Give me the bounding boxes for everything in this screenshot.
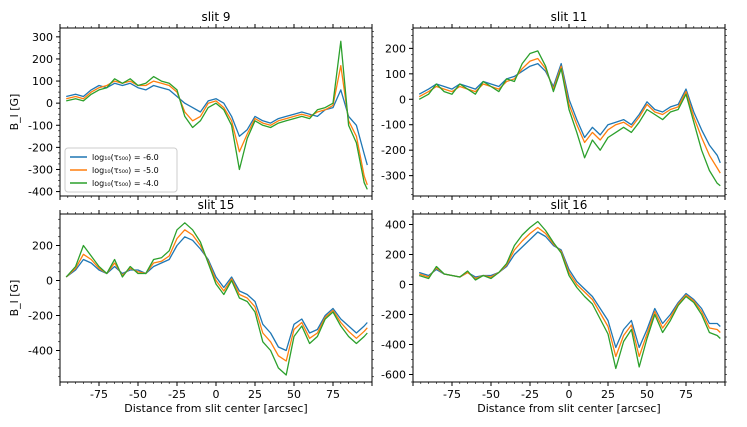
x-tick-label: -50: [129, 388, 147, 401]
plot-marks: 200 0 -200 -400 -75 -50 -25 0 25 50 75: [28, 210, 374, 401]
series-line-1: [66, 82, 368, 166]
series-line-3: [66, 40, 368, 190]
plot-frame: [412, 213, 726, 383]
x-tick-label: 75: [679, 388, 693, 401]
x-tick-label: 25: [601, 388, 615, 401]
panel-slit-9: slit 9 300 200 100 0 -100 -200 -300 -400 B_l [G…: [8, 10, 374, 200]
y-tick-label: 400: [385, 219, 406, 232]
y-tick-label: 0: [399, 279, 406, 292]
legend-label: log₁₀(τ₅₀₀) = -6.0: [92, 153, 159, 162]
legend-label: log₁₀(τ₅₀₀) = -4.0: [92, 179, 159, 188]
series-line-1: [418, 62, 721, 164]
y-tick-label: 0: [46, 275, 53, 288]
legend-box: [64, 147, 178, 193]
y-tick-label: 0: [46, 97, 53, 110]
panel-title: slit 9: [201, 10, 230, 24]
legend-label: log₁₀(τ₅₀₀) = -5.0: [92, 166, 159, 175]
legend: log₁₀(τ₅₀₀) = -6.0 log₁₀(τ₅₀₀) = -5.0 log₁…: [64, 147, 178, 193]
panel-title: slit 15: [198, 198, 235, 212]
y-tick-label: 200: [385, 249, 406, 262]
x-tick-label: 25: [248, 388, 262, 401]
x-tick-label: -25: [168, 388, 186, 401]
y-tick-label: -200: [28, 310, 53, 323]
y-tick-label: -200: [28, 141, 53, 154]
y-tick-label: -300: [381, 170, 406, 183]
y-tick-label: -100: [28, 119, 53, 132]
x-tick-label: 50: [287, 388, 301, 401]
x-tick-label: 0: [213, 388, 220, 401]
series-line-2: [418, 57, 721, 174]
x-tick-label: -75: [443, 388, 461, 401]
series-line-3: [65, 222, 368, 376]
y-tick-label: -300: [28, 163, 53, 176]
series-line-3: [419, 220, 721, 370]
x-axis-label: Distance from slit center [arcsec]: [477, 402, 660, 415]
panel-slit-11: slit 11 200 100 0 -100 -200 -300: [381, 10, 727, 200]
x-tick-label: -25: [521, 388, 539, 401]
y-tick-label: 300: [32, 31, 53, 44]
panel-slit-16: slit 16 400 200 0 -200 -400 -600 -75 -50 -25 0 25 5…: [381, 198, 727, 415]
y-tick-label: -200: [381, 144, 406, 157]
y-tick-label: 0: [399, 93, 406, 106]
y-tick-label: -400: [381, 339, 406, 352]
y-tick-label: -200: [381, 309, 406, 322]
y-tick-label: 200: [32, 240, 53, 253]
x-tick-label: 0: [566, 388, 573, 401]
y-tick-label: 200: [32, 53, 53, 66]
panel-title: slit 11: [551, 10, 588, 24]
y-axis-label: B_l [G]: [8, 94, 21, 131]
series-line-3: [418, 50, 721, 187]
plot-frame: [59, 213, 373, 383]
series-line-2: [66, 64, 368, 186]
y-tick-label: 100: [32, 75, 53, 88]
plot-frame: [59, 27, 373, 197]
panel-title: slit 16: [551, 198, 588, 212]
plot-marks: 400 200 0 -200 -400 -600 -75 -50 -25 0 25 50 75: [381, 210, 727, 401]
y-axis-label: B_l [G]: [8, 280, 21, 317]
panel-slit-15: slit 15 200 0 -200 -400 -75 -50 -25 0 25 50 75 B_l…: [8, 198, 374, 415]
y-tick-label: 200: [385, 42, 406, 55]
x-tick-label: -75: [90, 388, 108, 401]
x-tick-label: 75: [326, 388, 340, 401]
y-tick-label: -400: [28, 186, 53, 199]
plot-marks: 300 200 100 0 -100 -200 -300 -400: [28, 24, 374, 200]
y-tick-label: -400: [28, 345, 53, 358]
y-tick-label: -100: [381, 119, 406, 132]
x-tick-label: -50: [482, 388, 500, 401]
x-axis-label: Distance from slit center [arcsec]: [124, 402, 307, 415]
y-tick-label: -600: [381, 369, 406, 382]
y-tick-label: 100: [385, 68, 406, 81]
plot-frame: [412, 27, 726, 197]
x-tick-label: 50: [640, 388, 654, 401]
